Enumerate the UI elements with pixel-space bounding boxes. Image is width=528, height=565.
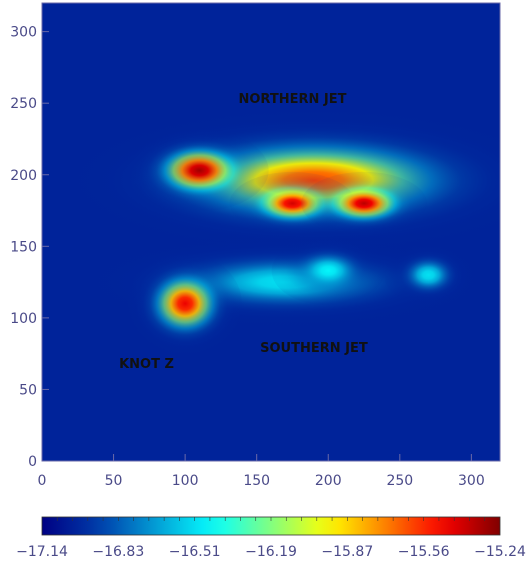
y-tick-label: 200: [10, 168, 37, 184]
x-tick-label: 300: [458, 473, 485, 489]
y-tick-label: 0: [28, 454, 37, 470]
y-tick-label: 300: [10, 25, 37, 41]
x-tick-label: 150: [243, 473, 270, 489]
emission-northern-jet-peak-3: [301, 171, 428, 235]
emission-layer: [77, 111, 500, 354]
emission-southern-blob-1: [271, 236, 385, 306]
y-axis: 0 50 100 150 200 250 300: [10, 25, 49, 470]
colorbar-tick-label: −16.83: [92, 544, 144, 560]
colorbar-tick-label: −17.14: [16, 544, 68, 560]
x-tick-label: 250: [386, 473, 413, 489]
y-tick-label: 250: [10, 96, 37, 112]
colorbar: −17.14 −16.83 −16.51 −16.19 −15.87 −15.56 −15.…: [16, 516, 526, 560]
annotation-label: SOUTHERN JET: [260, 341, 368, 356]
plot-frame: [41, 2, 501, 462]
colorbar-tick-label: −16.51: [169, 544, 221, 560]
annotations: NORTHERN JET KNOT Z SOUTHERN JET: [119, 92, 368, 372]
colorbar-tick-label: −16.19: [245, 544, 297, 560]
emission-northern-jet-peak-1: [130, 129, 269, 212]
x-tick-label: 0: [38, 473, 47, 489]
y-tick-label: 50: [19, 382, 37, 398]
emission-southern-blob-2: [384, 243, 473, 307]
x-tick-label: 100: [172, 473, 199, 489]
plot-area: [42, 3, 500, 461]
colorbar-tick-label: −15.56: [398, 544, 450, 560]
emission-knot-z: [128, 253, 242, 354]
x-axis: 0 50 100 150 200 250 300: [38, 454, 485, 489]
colorbar-ticks: −17.14 −16.83 −16.51 −16.19 −15.87 −15.56 −15.…: [16, 517, 526, 560]
colorbar-tick-label: −15.87: [321, 544, 373, 560]
y-tick-label: 150: [10, 239, 37, 255]
colorbar-tick-label: −15.24: [474, 544, 526, 560]
x-tick-label: 200: [315, 473, 342, 489]
y-tick-label: 100: [10, 311, 37, 327]
annotation-label: KNOT Z: [119, 357, 174, 372]
x-tick-label: 50: [105, 473, 123, 489]
annotation-label: NORTHERN JET: [238, 92, 346, 107]
